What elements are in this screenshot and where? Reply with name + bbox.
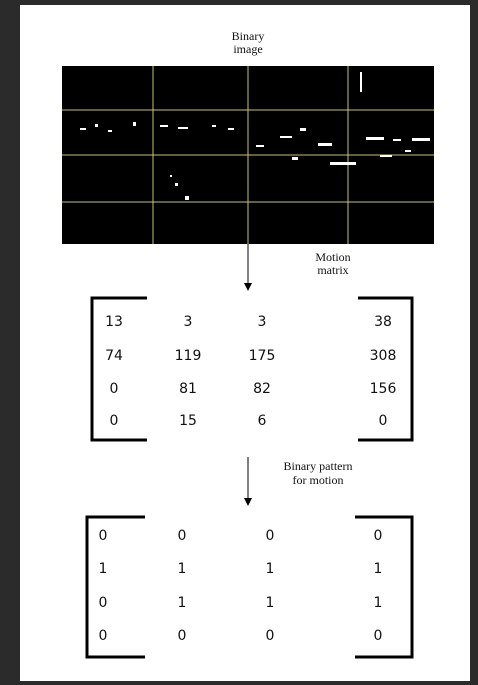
matrix-cell: 74 xyxy=(105,348,123,364)
page: {"top_label": ["Binary", "image"], "moti… xyxy=(0,0,478,685)
matrix-cell: 0 xyxy=(99,628,108,644)
top-label: image xyxy=(233,42,262,56)
matrix-cell: 1 xyxy=(178,561,187,577)
matrix-cell: 119 xyxy=(175,348,202,364)
matrix-cell: 3 xyxy=(258,314,267,330)
matrix-cell: 0 xyxy=(99,528,108,544)
matrix-cell: 0 xyxy=(110,381,119,397)
matrix-cell: 0 xyxy=(266,528,275,544)
matrix-cell: 1 xyxy=(99,561,108,577)
pattern-label: for motion xyxy=(293,473,344,487)
matrix-cell: 156 xyxy=(370,381,397,397)
matrix-cell: 1 xyxy=(374,595,383,611)
binary-image xyxy=(62,66,434,244)
matrix-cell: 1 xyxy=(266,561,275,577)
matrix-cell: 0 xyxy=(374,628,383,644)
motion-label: matrix xyxy=(317,263,348,277)
figure: Binary image Motion matrix Binary xyxy=(0,0,478,685)
matrix-cell: 1 xyxy=(266,595,275,611)
matrix-cell: 308 xyxy=(370,348,397,364)
top-label: Binary xyxy=(232,29,265,43)
matrix-cell: 6 xyxy=(258,413,267,429)
matrix-cell: 0 xyxy=(374,528,383,544)
matrix-cell: 38 xyxy=(374,314,392,330)
matrix-cell: 13 xyxy=(105,314,123,330)
matrix-cell: 175 xyxy=(249,348,276,364)
matrix-cell: 81 xyxy=(179,381,197,397)
matrix-cell: 15 xyxy=(179,413,197,429)
matrix-cell: 82 xyxy=(253,381,271,397)
matrix-cell: 0 xyxy=(178,528,187,544)
pattern-label: Binary pattern xyxy=(284,459,353,473)
motion-label: Motion xyxy=(315,250,350,264)
matrix-cell: 0 xyxy=(99,595,108,611)
matrix-cell: 0 xyxy=(110,413,119,429)
matrix-cell: 1 xyxy=(374,561,383,577)
matrix-cell: 3 xyxy=(184,314,193,330)
matrix-cell: 0 xyxy=(266,628,275,644)
matrix-cell: 0 xyxy=(379,413,388,429)
matrix-cell: 0 xyxy=(178,628,187,644)
matrix-cell: 1 xyxy=(178,595,187,611)
